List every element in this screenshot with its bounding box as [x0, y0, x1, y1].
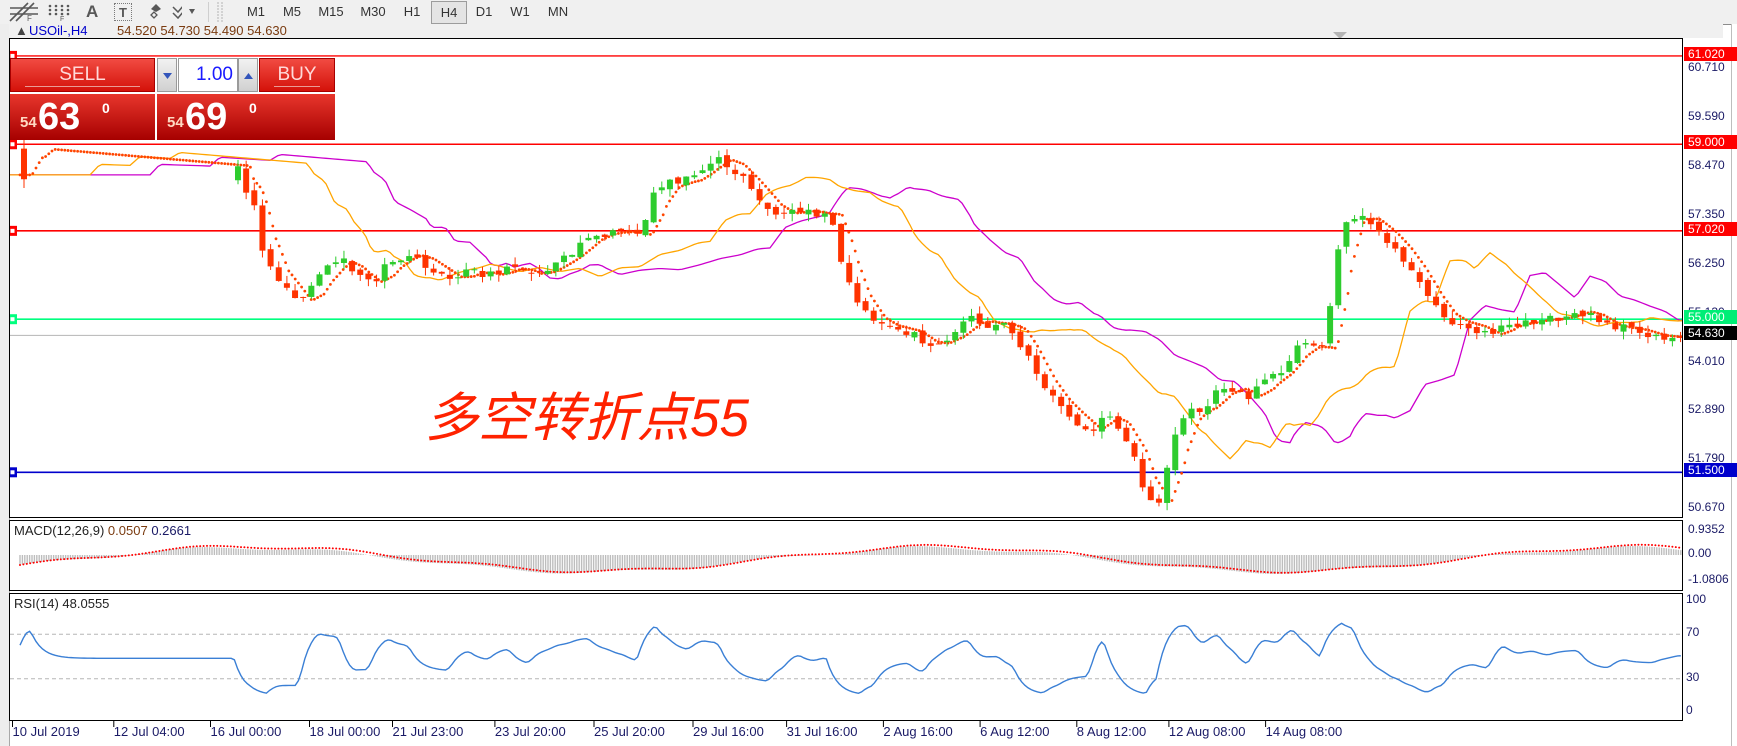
svg-text:多空转折点55: 多空转折点55: [425, 389, 749, 448]
svg-text:F: F: [60, 16, 64, 22]
svg-text:F: F: [27, 14, 32, 22]
